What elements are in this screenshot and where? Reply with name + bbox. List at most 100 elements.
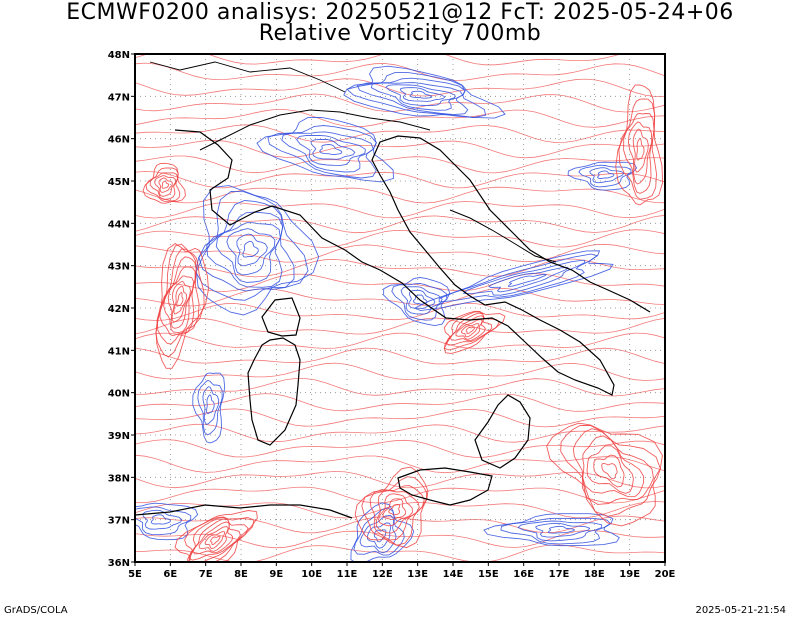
negative-vorticity-contour [488,266,569,293]
negative-vorticity-contour [142,509,183,530]
positive-vorticity-contour [135,229,665,248]
map-title: ECMWF0200 analisys: 20250521@12 FcT: 202… [66,0,734,25]
negative-vorticity-contour [517,520,603,542]
positive-vorticity-contour [135,393,665,412]
negative-vorticity-contour [547,525,575,534]
positive-vorticity-contour [142,162,186,204]
positive-vorticity-contour [632,128,649,173]
positive-vorticity-contour [135,171,665,189]
positive-vorticity-contour [135,201,665,219]
positive-vorticity-contour [192,521,234,555]
positive-vorticity-contour [135,332,665,349]
positive-vorticity-contour [636,137,645,161]
positive-vorticity-contour [154,175,176,197]
positive-vorticity-contour [171,280,191,323]
positive-vorticity-contour [149,172,179,200]
lat-tick-label: 36N [108,558,130,569]
negative-vorticity-contour [281,131,374,173]
negative-vorticity-contour [350,502,415,562]
lat-tick-label: 45N [108,177,130,188]
negative-vorticity-contour [370,82,464,111]
lat-tick-label: 47N [108,92,130,103]
positive-vorticity-contour [135,62,665,81]
negative-vorticity-contour [343,65,506,119]
lon-tick-label: 11E [337,569,358,580]
negative-vorticity-contour [413,250,614,312]
negative-vorticity-contour [353,507,405,556]
lat-tick-label: 44N [108,219,130,230]
positive-vorticity-contour [623,112,655,194]
positive-vorticity-contour [135,317,665,335]
map-subtitle: Relative Vorticity 700mb [258,21,542,46]
lon-tick-label: 17E [549,569,570,580]
positive-vorticity-contour [449,315,486,342]
negative-vorticity-contour [195,190,309,301]
positive-vorticity-contour [173,285,188,315]
software-credit: GrADS/COLA [4,605,68,616]
negative-vorticity-contour [310,138,356,160]
positive-vorticity-contour [135,243,665,263]
lon-tick-label: 7E [199,569,213,580]
positive-vorticity-contour [135,408,665,428]
positive-vorticity-contour [465,326,476,335]
lat-tick-label: 48N [108,50,130,61]
coastlines [135,61,651,519]
lat-tick-label: 43N [108,262,130,273]
negative-vorticity-contour [267,125,378,179]
positive-vorticity-contour [135,109,665,128]
negative-vorticity-contour [202,386,220,425]
lon-tick-label: 10E [301,569,322,580]
negative-vorticity-contour [346,72,487,118]
positive-vorticity-contour [135,124,665,143]
positive-vorticity-contour [572,428,654,505]
positive-vorticity-contour [155,243,205,358]
negative-vorticity-contour [192,372,226,444]
positive-vorticity-contour [593,454,625,488]
positive-vorticity-contour [135,439,665,458]
negative-vorticity-contour [385,84,456,107]
positive-vorticity-contour [135,362,665,381]
positive-vorticity-contour [388,504,401,516]
negative-vorticity-contour [391,282,448,321]
lon-tick-label: 19E [619,569,640,580]
positive-vorticity-contour [135,258,665,278]
positive-vorticity-contour [135,347,665,365]
positive-vorticity-contour [615,84,664,206]
positive-vorticity-contour [135,287,665,307]
lon-tick-label: 9E [269,569,283,580]
positive-vorticity-contour [176,291,184,307]
negative-vorticity-contour [567,161,638,191]
lat-tick-label: 37N [108,516,130,527]
positive-vorticity-contour [375,490,420,534]
lat-tick-label: 39N [108,431,130,442]
contour-layer [135,54,665,562]
positive-vorticity-contour [167,275,194,329]
positive-vorticity-contour [135,54,623,66]
negative-vorticity-contour [400,286,443,315]
negative-vorticity-contour [409,90,433,99]
lat-tick-label: 46N [108,135,130,146]
positive-vorticity-contour [135,186,665,204]
positive-vorticity-contour [204,531,226,550]
positive-vorticity-contour [198,526,229,552]
negative-vorticity-contour [198,200,295,292]
negative-vorticity-contour [242,240,259,258]
lon-tick-label: 20E [655,569,676,580]
lon-tick-label: 12E [372,569,393,580]
positive-vorticity-contour [460,323,480,338]
negative-vorticity-contour [206,211,284,288]
positive-vorticity-contour [443,310,506,354]
lon-tick-label: 18E [584,569,605,580]
negative-vorticity-contour [206,394,215,415]
negative-vorticity-contour [226,228,276,276]
positive-vorticity-contour [135,78,665,97]
lon-tick-label: 6E [163,569,177,580]
lon-tick-label: 15E [478,569,499,580]
negative-vorticity-contour [215,222,281,283]
negative-vorticity-contour [366,522,392,549]
positive-vorticity-contour [188,518,241,561]
positive-vorticity-contour [586,445,634,494]
render-timestamp: 2025-05-21-21:54 [695,605,786,616]
lon-tick-label: 5E [128,569,142,580]
negative-vorticity-contour [195,185,320,316]
